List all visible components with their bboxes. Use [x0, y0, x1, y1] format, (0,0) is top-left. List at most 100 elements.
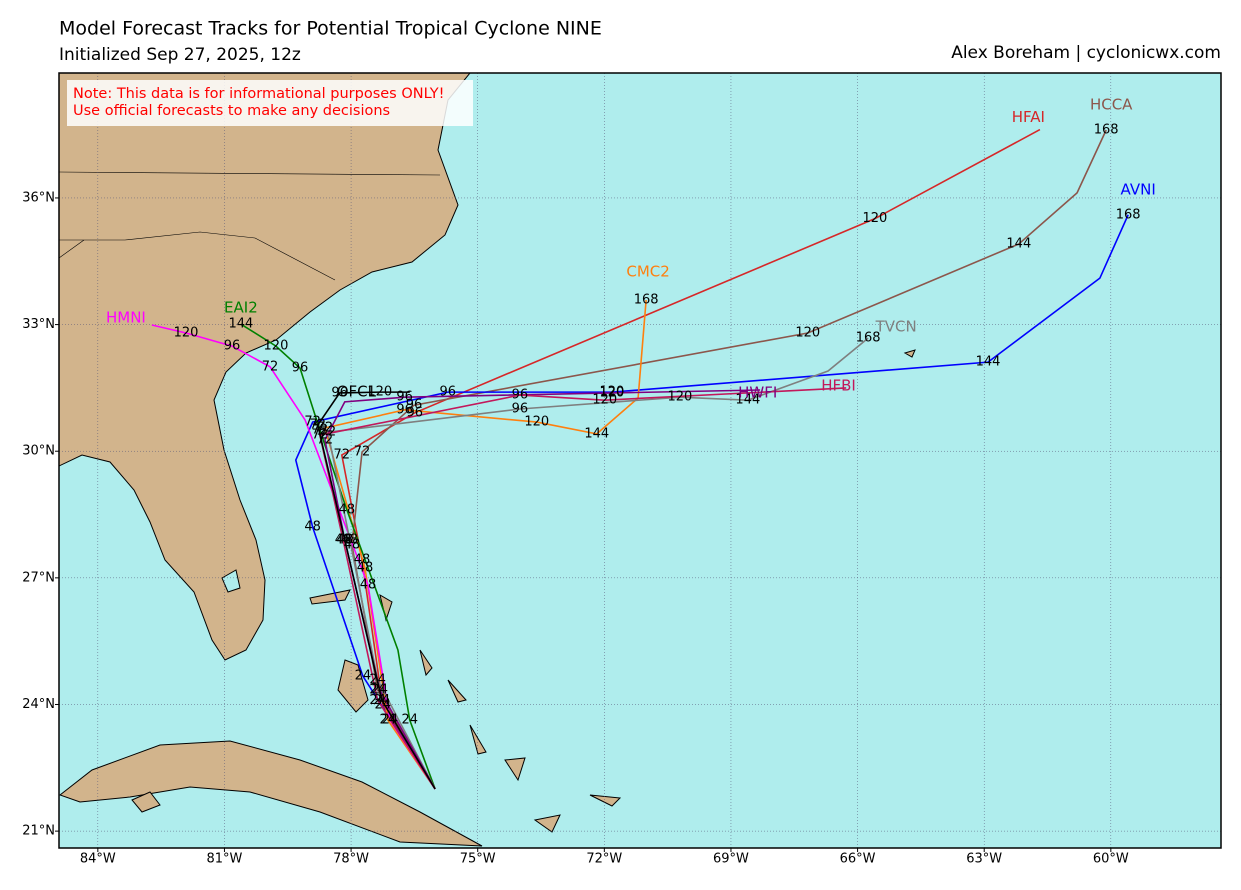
frame — [58, 72, 1222, 849]
hour-label: 72 — [334, 448, 351, 463]
hour-label: 96 — [406, 398, 423, 413]
hour-label: 120 — [795, 326, 820, 341]
hour-label: 24 — [380, 713, 397, 728]
hour-label: 96 — [396, 390, 413, 405]
track-name: HFAI — [1012, 108, 1045, 126]
track-name: CMC2 — [626, 263, 669, 281]
hour-label: 96 — [292, 361, 309, 376]
hour-label: 72 — [312, 428, 329, 443]
track-line — [340, 128, 1041, 790]
track-name: EAI2 — [224, 299, 258, 317]
note-box — [67, 80, 473, 126]
hour-label: 72 — [262, 359, 279, 374]
hour-label: 96 — [512, 388, 529, 403]
hour-label: 96 — [439, 385, 456, 400]
note-line: Note: This data is for informational pur… — [73, 86, 444, 102]
hour-label: 48 — [304, 520, 321, 535]
hour-label: 96 — [407, 405, 424, 420]
y-tick-label: 27°N — [22, 570, 55, 585]
hour-label: 48 — [342, 532, 359, 547]
hour-label: 96 — [512, 402, 529, 417]
hour-label: 72 — [309, 418, 326, 433]
track-name: HMNI — [106, 309, 146, 327]
track-line — [294, 214, 1129, 790]
track-name: HCCA — [1090, 95, 1133, 113]
track-name: TVCN — [875, 318, 917, 336]
hour-label: 120 — [524, 415, 549, 430]
hour-label: 168 — [1116, 207, 1141, 222]
hour-label: 144 — [1006, 236, 1031, 251]
x-tick-label: 81°W — [207, 852, 243, 867]
subtitle: Initialized Sep 27, 2025, 12z — [59, 45, 301, 65]
hour-label: 24 — [382, 713, 399, 728]
hour-label: 168 — [1094, 122, 1119, 137]
hour-label: 144 — [735, 393, 760, 408]
hour-label: 168 — [634, 293, 659, 308]
hour-label: 24 — [355, 669, 372, 684]
islands — [309, 349, 916, 833]
track-name: HWFI — [738, 384, 777, 402]
x-tick-label: 84°W — [80, 852, 116, 867]
tracks: 24487296120HFAI24487296120144168HCCA2448… — [106, 95, 1156, 790]
hour-label: 96 — [331, 385, 348, 400]
title: Model Forecast Tracks for Potential Trop… — [59, 18, 602, 40]
track-name: HFBI — [821, 376, 856, 394]
north-america — [59, 73, 471, 661]
hour-label: 120 — [264, 339, 289, 354]
borders — [59, 171, 441, 281]
hour-label: 120 — [174, 326, 199, 341]
hour-label: 48 — [360, 578, 377, 593]
credit: Alex Boreham | cyclonicwx.com — [951, 43, 1221, 63]
hour-label: 96 — [224, 339, 241, 354]
note-line: Use official forecasts to make any decis… — [73, 103, 390, 119]
hour-label: 48 — [335, 532, 352, 547]
hour-label: 48 — [339, 502, 356, 517]
hour-label: 168 — [856, 331, 881, 346]
hour-label: 48 — [357, 561, 374, 576]
hour-label: 24 — [372, 683, 389, 698]
x-tick-label: 66°W — [840, 852, 876, 867]
hour-label: 120 — [862, 211, 887, 226]
hour-label: 24 — [369, 683, 386, 698]
x-tick-label: 72°W — [586, 852, 622, 867]
land — [59, 73, 916, 847]
hour-label: 72 — [317, 420, 334, 435]
track-name: AVNI — [1121, 180, 1156, 198]
track-name: OFCL — [337, 383, 377, 401]
hour-label: 144 — [976, 355, 1001, 370]
lake — [221, 569, 241, 593]
track-line — [323, 300, 647, 790]
hour-label: 72 — [317, 432, 334, 447]
hour-label: 96 — [396, 402, 413, 417]
hour-label: 72 — [304, 415, 321, 430]
track-line — [316, 391, 436, 790]
y-tick-label: 21°N — [22, 824, 55, 839]
y-tick-label: 33°N — [22, 317, 55, 332]
isle — [131, 791, 161, 813]
y-tick-label: 30°N — [22, 444, 55, 459]
hour-label: 48 — [336, 532, 353, 547]
x-tick-label: 63°W — [966, 852, 1002, 867]
hour-label: 72 — [312, 423, 329, 438]
hour-label: 120 — [600, 385, 625, 400]
track-line — [240, 323, 436, 790]
x-tick-label: 78°W — [333, 852, 369, 867]
hour-label: 120 — [600, 385, 625, 400]
hour-label: 24 — [374, 697, 391, 712]
x-tick-label: 60°W — [1093, 852, 1129, 867]
y-tick-label: 36°N — [22, 190, 55, 205]
hour-label: 120 — [367, 385, 392, 400]
y-tick-label: 24°N — [22, 697, 55, 712]
hour-label: 144 — [229, 317, 254, 332]
hour-label: 48 — [354, 553, 371, 568]
grid — [59, 73, 1221, 848]
hour-label: 72 — [320, 425, 337, 440]
hour-label: 24 — [369, 693, 386, 708]
x-tick-label: 69°W — [713, 852, 749, 867]
hour-label: 24 — [369, 672, 386, 687]
x-tick-label: 75°W — [460, 852, 496, 867]
track-line — [326, 337, 869, 790]
hour-label: 72 — [354, 445, 371, 460]
hour-label: 24 — [401, 713, 418, 728]
